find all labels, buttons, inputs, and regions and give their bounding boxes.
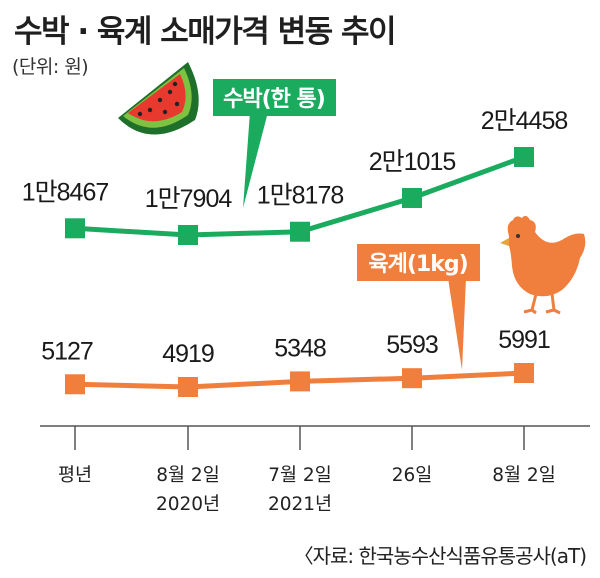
data-label: 2만1015 — [369, 148, 456, 176]
chicken-callout: 육계(1kg) — [357, 244, 480, 370]
data-label: 1만8467 — [22, 178, 109, 206]
x-tick-label: 7월 2일 — [268, 465, 331, 486]
data-point-marker — [65, 374, 85, 395]
x-tick-label: 2020년 — [156, 494, 220, 515]
data-point-marker — [65, 218, 85, 239]
data-point-marker — [290, 371, 310, 392]
watermelon-callout-label: 수박(한 통) — [223, 87, 325, 112]
data-point-marker — [514, 147, 534, 167]
data-point-marker — [514, 363, 534, 383]
watermelon-series: 1만8467 1만7904 1만8178 2만1015 2만4458 — [22, 107, 568, 245]
x-tick-label: 8월 2일 — [492, 465, 555, 486]
watermelon-icon — [118, 62, 199, 135]
x-tick-label: 26일 — [392, 465, 433, 486]
data-point-marker — [402, 368, 422, 389]
data-point-marker — [178, 377, 198, 397]
data-label: 2만4458 — [481, 107, 568, 135]
data-point-marker — [290, 221, 310, 242]
data-label: 5127 — [41, 337, 93, 365]
data-label: 5348 — [274, 334, 326, 362]
data-label: 1만7904 — [145, 185, 233, 213]
data-label: 5991 — [498, 326, 550, 354]
unit-note: (단위: 원) — [12, 56, 89, 78]
source-note: 〈자료: 한국농수산식품유통공사(aT) — [293, 544, 587, 568]
x-tick-label: 2021년 — [268, 494, 332, 515]
chart-title: 수박 · 육계 소매가격 변동 추이 — [14, 14, 396, 50]
data-point-marker — [178, 225, 198, 245]
data-label: 1만8178 — [257, 182, 344, 210]
chicken-icon — [500, 215, 586, 315]
data-label: 5593 — [386, 331, 438, 359]
x-tick-label: 8월 2일 — [156, 465, 219, 486]
watermelon-callout: 수박(한 통) — [213, 79, 336, 208]
data-label: 4919 — [162, 340, 214, 368]
chicken-series: 5127 4919 5348 5593 5991 — [41, 326, 551, 397]
x-tick-label: 평년 — [58, 465, 92, 486]
chicken-callout-label: 육계(1kg) — [368, 252, 467, 277]
data-point-marker — [402, 187, 422, 208]
